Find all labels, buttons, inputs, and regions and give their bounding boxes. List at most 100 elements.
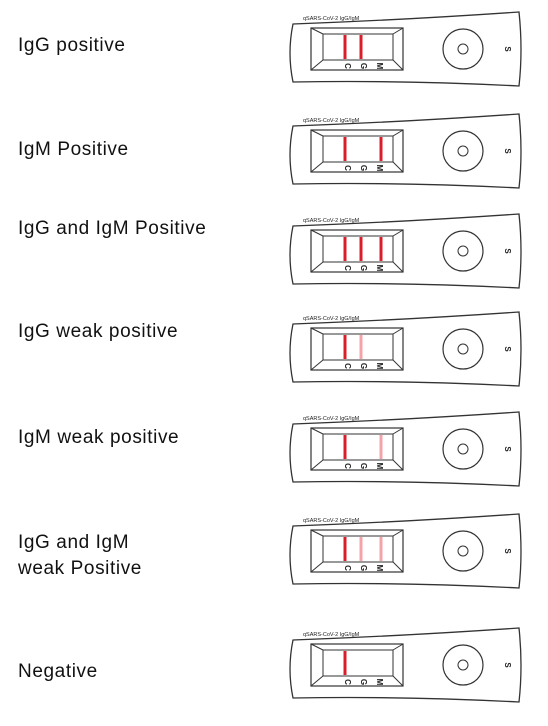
window-bevel: [310, 261, 324, 273]
sample-marker: S: [503, 346, 512, 352]
sample-hole: [457, 245, 469, 257]
result-window: [310, 27, 404, 71]
window-bevel: [392, 129, 404, 137]
window-bevel: [392, 529, 404, 537]
window-bevel: [392, 459, 404, 471]
brand-text: qSARS-CoV-2 IgG/IgM: [303, 218, 360, 224]
line-marker-g: G: [359, 63, 368, 69]
test-cassette: qSARS-CoV-2 IgG/IgM C G M S: [289, 411, 522, 487]
test-cassette: qSARS-CoV-2 IgG/IgM C G M S: [289, 11, 522, 87]
line-marker-c: C: [343, 165, 352, 171]
brand-text: qSARS-CoV-2 IgG/IgM: [303, 632, 360, 638]
sample-marker: S: [503, 148, 512, 154]
line-marker-c: C: [343, 63, 352, 69]
sample-well: [442, 130, 484, 172]
line-marker-g: G: [359, 679, 368, 685]
result-label: IgM weak positive: [18, 427, 180, 448]
window-bevel: [392, 327, 404, 335]
test-line-g-strong: [359, 237, 363, 261]
window-bevel: [310, 643, 324, 651]
sample-well: [442, 230, 484, 272]
window-bevel: [392, 427, 404, 435]
test-line-m-strong: [379, 137, 383, 161]
result-strip: [322, 649, 394, 677]
window-bevel: [392, 161, 404, 173]
window-bevel: [392, 561, 404, 573]
test-cassette: qSARS-CoV-2 IgG/IgM C G M S: [289, 213, 522, 289]
test-line-g-strong: [359, 35, 363, 59]
result-window: [310, 529, 404, 573]
result-label: IgG positive: [18, 35, 126, 56]
sample-well: [442, 428, 484, 470]
test-cassette: qSARS-CoV-2 IgG/IgM C G M S: [289, 627, 522, 703]
test-line-c-strong: [343, 435, 347, 459]
line-marker-c: C: [343, 463, 352, 469]
sample-hole: [457, 443, 469, 455]
line-marker-m: M: [375, 63, 384, 70]
window-bevel: [310, 161, 324, 173]
sample-marker: S: [503, 446, 512, 452]
sample-marker: S: [503, 548, 512, 554]
test-line-m-weak: [379, 435, 383, 459]
result-window: [310, 327, 404, 371]
result-window: [310, 643, 404, 687]
window-bevel: [310, 359, 324, 371]
result-label: Negative: [18, 661, 98, 682]
test-cassette: qSARS-CoV-2 IgG/IgM C G M S: [289, 513, 522, 589]
window-bevel: [310, 459, 324, 471]
window-bevel: [310, 27, 324, 35]
test-cassette: qSARS-CoV-2 IgG/IgM C G M S: [289, 311, 522, 387]
result-label: IgG weak positive: [18, 321, 179, 342]
line-marker-g: G: [359, 165, 368, 171]
sample-well: [442, 530, 484, 572]
sample-hole: [457, 545, 469, 557]
sample-well: [442, 328, 484, 370]
line-marker-m: M: [375, 565, 384, 572]
brand-text: qSARS-CoV-2 IgG/IgM: [303, 416, 360, 422]
brand-text: qSARS-CoV-2 IgG/IgM: [303, 518, 360, 524]
window-bevel: [310, 59, 324, 71]
window-bevel: [310, 529, 324, 537]
window-bevel: [310, 427, 324, 435]
sample-hole: [457, 343, 469, 355]
test-line-c-strong: [343, 137, 347, 161]
sample-well: [442, 28, 484, 70]
line-marker-c: C: [343, 265, 352, 271]
result-window: [310, 129, 404, 173]
test-line-g-weak: [359, 537, 363, 561]
line-marker-g: G: [359, 363, 368, 369]
line-marker-g: G: [359, 265, 368, 271]
window-bevel: [310, 675, 324, 687]
sample-well: [442, 644, 484, 686]
line-marker-c: C: [343, 363, 352, 369]
line-marker-m: M: [375, 463, 384, 470]
line-marker-m: M: [375, 165, 384, 172]
sample-hole: [457, 659, 469, 671]
line-marker-m: M: [375, 679, 384, 686]
line-marker-g: G: [359, 565, 368, 571]
sample-hole: [457, 43, 469, 55]
result-strip: [322, 33, 394, 61]
line-marker-c: C: [343, 679, 352, 685]
window-bevel: [392, 643, 404, 651]
result-window: [310, 427, 404, 471]
test-line-m-weak: [379, 537, 383, 561]
test-line-g-weak: [359, 335, 363, 359]
window-bevel: [310, 129, 324, 137]
result-label: IgM Positive: [18, 139, 129, 160]
line-marker-c: C: [343, 565, 352, 571]
test-line-c-strong: [343, 35, 347, 59]
test-line-c-strong: [343, 335, 347, 359]
result-label: IgG and IgM weak Positive: [18, 532, 142, 579]
sample-marker: S: [503, 248, 512, 254]
sample-hole: [457, 145, 469, 157]
sample-marker: S: [503, 662, 512, 668]
window-bevel: [392, 261, 404, 273]
brand-text: qSARS-CoV-2 IgG/IgM: [303, 118, 360, 124]
brand-text: qSARS-CoV-2 IgG/IgM: [303, 16, 360, 22]
window-bevel: [310, 229, 324, 237]
line-marker-m: M: [375, 363, 384, 370]
test-line-c-strong: [343, 237, 347, 261]
window-bevel: [392, 27, 404, 35]
brand-text: qSARS-CoV-2 IgG/IgM: [303, 316, 360, 322]
